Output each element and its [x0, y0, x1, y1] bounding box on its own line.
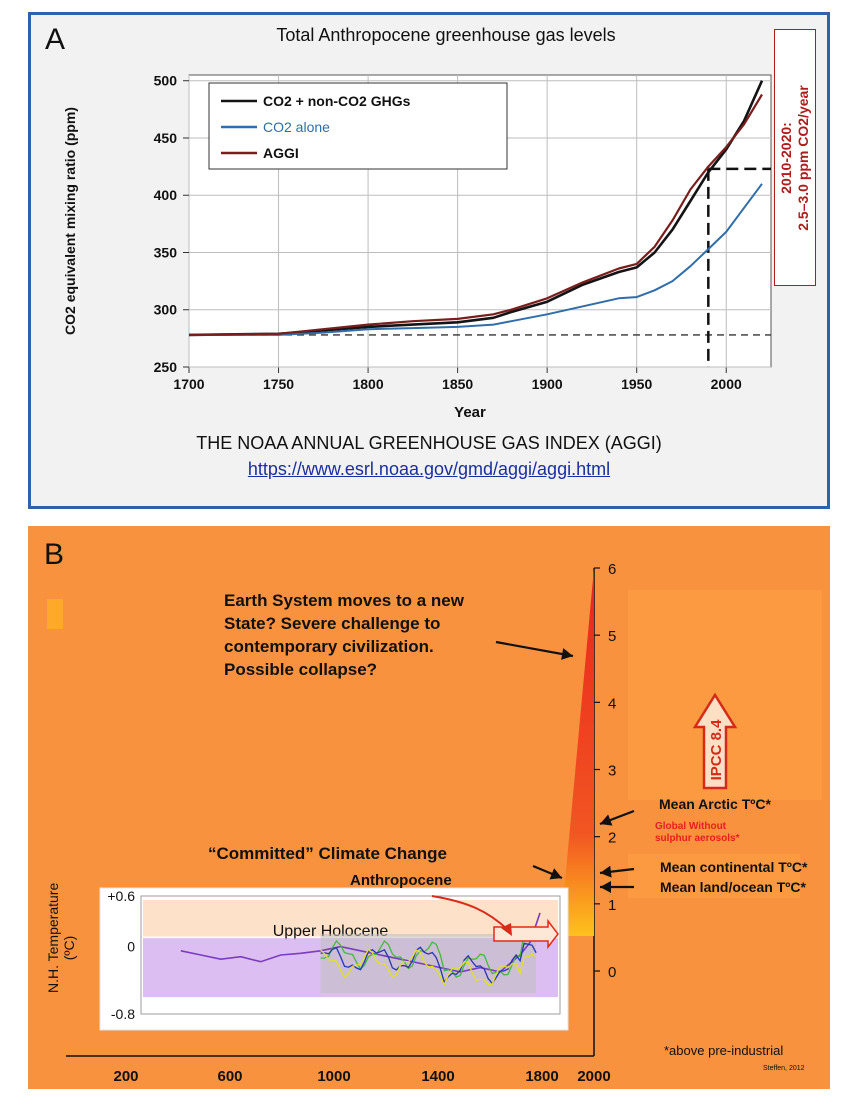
right-axis-tick-label: 0 — [608, 964, 616, 981]
x-tick-label: 1800 — [352, 376, 383, 392]
right-axis-tick-label: 5 — [608, 628, 616, 645]
annotation-arrow — [495, 640, 574, 658]
statement-line-1: Earth System moves to a new — [224, 591, 464, 610]
y-tick-label: 500 — [154, 73, 178, 89]
y-tick-label: 450 — [154, 130, 178, 146]
series-line-aggi — [188, 93, 763, 336]
inset-y-tick-label: +0.6 — [107, 888, 135, 904]
right-pale-box-lower — [628, 854, 800, 898]
chart-a: 1700 1750 1800 1850 1900 1950 2000 250 300 350 400… — [62, 73, 772, 421]
footnote: *above pre-industrial — [664, 1043, 784, 1058]
panel-b-letter: B — [44, 538, 65, 571]
right-axis-tick-label: 6 — [608, 561, 616, 578]
annotation-arrowhead — [549, 868, 562, 880]
legend-label: AGGI — [263, 145, 299, 161]
proxy-spread-band — [320, 933, 537, 993]
bottom-axis-tick-label: 1400 — [421, 1068, 454, 1085]
right-axis-tick-label: 3 — [608, 763, 616, 780]
earth-system-statement: Earth System moves to a new State? Sever… — [224, 589, 464, 681]
anthropocene-pointer — [431, 895, 509, 931]
legend-box — [208, 82, 508, 170]
series-line-co2-alone — [189, 183, 763, 336]
x-tick-label: 2000 — [711, 376, 742, 392]
global-without-aerosols-label: Global Without sulphur aerosols* — [655, 821, 739, 845]
aerosols-line-2: sulphur aerosols* — [655, 833, 740, 844]
inset-temperature-line — [180, 912, 541, 973]
x-tick-label: 1750 — [263, 376, 294, 392]
annotation-arrowhead — [600, 865, 612, 878]
upper-holocene-band — [143, 900, 558, 937]
bottom-axis-tick-label: 200 — [113, 1068, 138, 1085]
warming-wedge — [560, 568, 594, 936]
statement-line-2: State? Severe challenge to — [224, 614, 441, 633]
y-tick-label: 400 — [154, 187, 178, 203]
panel-a: A Total Anthropocene greenhouse gas leve… — [28, 12, 830, 509]
inset-proxy-line — [320, 942, 537, 985]
anthropocene-pointer-head — [501, 923, 512, 936]
credit: Steffen, 2012 — [763, 1065, 805, 1072]
x-tick-label: 1900 — [532, 376, 563, 392]
legend-label: CO2 alone — [263, 119, 330, 135]
rate-box-line-2: 2.5–3.0 ppm CO2/year — [795, 84, 811, 231]
y-tick-label: 350 — [154, 244, 178, 260]
right-axis-tick-label: 1 — [608, 897, 616, 914]
legend-label: CO2 + non-CO2 GHGs — [263, 93, 411, 109]
ipcc-arrow-label: IPCC 8.4 — [708, 719, 725, 781]
bottom-axis-tick-label: 1800 — [525, 1068, 558, 1085]
inset-y-tick-label: -0.8 — [111, 1006, 135, 1022]
right-axis-tick-label: 4 — [608, 695, 616, 712]
y-tick-label: 300 — [154, 302, 178, 318]
committed-label: “Committed” Climate Change — [208, 844, 447, 863]
annotation-arrowhead — [561, 648, 573, 660]
anthropocene-label: Anthropocene — [350, 872, 452, 889]
y-axis-label: CO2 equivalent mixing ratio (ppm) — [62, 107, 78, 335]
inset-proxy-line — [320, 948, 537, 987]
aggi-index-name: THE NOAA ANNUAL GREENHOUSE GAS INDEX (AG… — [196, 433, 662, 453]
x-tick-label: 1700 — [173, 376, 204, 392]
series-line-co2-nonco2 — [188, 80, 764, 337]
x-axis-label: Year — [454, 404, 486, 421]
land-ocean-label: Mean land/ocean TºC* — [660, 879, 806, 895]
x-tick-label: 1850 — [442, 376, 473, 392]
annotation-arrowhead — [600, 814, 613, 826]
continental-label: Mean continental TºC* — [660, 859, 808, 875]
inset-y-unit: (ºC) — [61, 935, 77, 961]
arctic-label: Mean Arctic TºC* — [659, 796, 771, 812]
y-tick-label: 250 — [154, 359, 178, 375]
annotation-arrowhead — [600, 881, 611, 893]
rate-box-line-1: 2010-2020: — [778, 121, 794, 194]
right-axis-tick-label: 2 — [608, 830, 616, 847]
chart-a-title: Total Anthropocene greenhouse gas levels — [276, 25, 616, 45]
inset-y-label-text: N.H. Temperature — [45, 882, 61, 993]
statement-line-3: contemporary civilization. — [224, 637, 434, 656]
bottom-axis-tick-label: 600 — [217, 1068, 242, 1085]
aerosols-line-1: Global Without — [655, 821, 727, 832]
aggi-link[interactable]: https://www.esrl.noaa.gov/gmd/aggi/aggi.… — [247, 459, 611, 479]
panel-b: 0 1 2 3 4 5 6 200 600 1000 1400 1800 2000 IPCC 8.4 Upp… — [28, 526, 830, 1089]
x-tick-label: 1950 — [621, 376, 652, 392]
inset-y-tick-label: 0 — [127, 939, 135, 955]
bottom-axis-tick-label: 2000 — [577, 1068, 610, 1085]
inset-y-axis-label: N.H. Temperature (ºC) — [45, 882, 81, 993]
small-square — [47, 599, 63, 629]
statement-line-4: Possible collapse? — [224, 660, 378, 679]
panel-a-letter: A — [45, 23, 66, 56]
bottom-axis-tick-label: 1000 — [317, 1068, 350, 1085]
rate-box: 2010-2020: 2.5–3.0 ppm CO2/year — [774, 29, 816, 286]
ipcc-arrow — [692, 692, 738, 790]
